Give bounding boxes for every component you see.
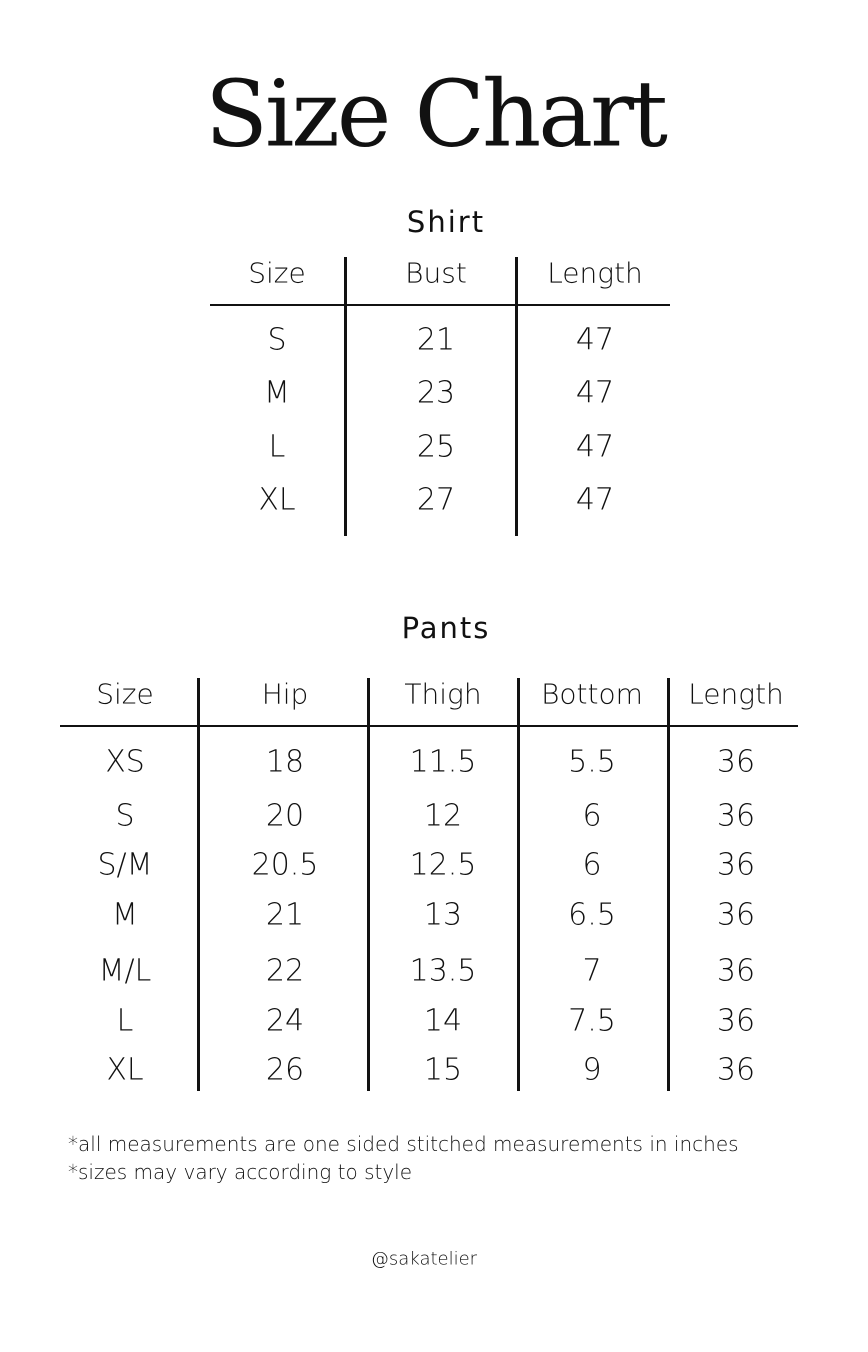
pants-header-hip: Hip	[261, 677, 309, 711]
pants-cell-hip: 22	[265, 953, 305, 989]
pants-cell-length: 36	[716, 897, 756, 933]
pants-cell-length: 36	[716, 744, 756, 780]
shirt-cell-size: L	[268, 429, 286, 465]
shirt-cell-length: 47	[575, 322, 615, 358]
shirt-column-divider	[515, 257, 518, 536]
pants-column-divider	[517, 678, 520, 1091]
pants-cell-size: M	[112, 897, 138, 933]
pants-cell-bottom: 6.5	[568, 897, 616, 933]
pants-column-divider	[667, 678, 670, 1091]
pants-cell-size: XL	[106, 1052, 144, 1088]
pants-cell-hip: 20	[265, 798, 305, 834]
pants-column-divider	[367, 678, 370, 1091]
pants-cell-thigh: 15	[423, 1052, 463, 1088]
pants-header-length: Length	[688, 677, 784, 711]
shirt-cell-length: 47	[575, 429, 615, 465]
pants-cell-length: 36	[716, 953, 756, 989]
pants-header-bottom: Bottom	[541, 677, 643, 711]
pants-cell-hip: 24	[265, 1003, 305, 1039]
shirt-cell-bust: 25	[416, 429, 456, 465]
pants-cell-size: L	[116, 1003, 134, 1039]
pants-cell-length: 36	[716, 1052, 756, 1088]
pants-cell-hip: 26	[265, 1052, 305, 1088]
pants-cell-thigh: 12.5	[409, 847, 477, 883]
shirt-cell-bust: 27	[416, 482, 456, 518]
pants-cell-thigh: 11.5	[409, 744, 477, 780]
shirt-header-bust: Bust	[405, 256, 467, 290]
shirt-cell-length: 47	[575, 482, 615, 518]
pants-cell-hip: 18	[265, 744, 305, 780]
pants-cell-bottom: 5.5	[568, 744, 616, 780]
pants-section-title: Pants	[401, 611, 491, 645]
pants-cell-thigh: 13	[423, 897, 463, 933]
pants-cell-size: XS	[105, 744, 145, 780]
pants-cell-size: S/M	[97, 847, 153, 883]
size-variation-note: *sizes may vary according to style	[68, 1160, 413, 1184]
pants-header-size: Size	[96, 677, 154, 711]
pants-cell-thigh: 12	[423, 798, 463, 834]
page-title: Size Chart	[204, 60, 668, 168]
shirt-cell-size: S	[267, 322, 287, 358]
pants-cell-thigh: 14	[423, 1003, 463, 1039]
shirt-cell-size: M	[264, 375, 290, 411]
shirt-header-length: Length	[547, 256, 643, 290]
shirt-header-divider	[210, 304, 670, 306]
shirt-cell-size: XL	[258, 482, 296, 518]
shirt-column-divider	[344, 257, 347, 536]
pants-cell-hip: 20.5	[251, 847, 319, 883]
pants-cell-length: 36	[716, 1003, 756, 1039]
social-handle: @sakatelier	[370, 1248, 478, 1270]
pants-column-divider	[197, 678, 200, 1091]
pants-cell-size: M/L	[98, 953, 152, 989]
pants-cell-bottom: 7.5	[568, 1003, 616, 1039]
pants-cell-bottom: 9	[582, 1052, 602, 1088]
shirt-header-size: Size	[248, 256, 306, 290]
pants-cell-length: 36	[716, 798, 756, 834]
measurement-note: *all measurements are one sided stitched…	[68, 1132, 739, 1156]
pants-cell-length: 36	[716, 847, 756, 883]
shirt-cell-length: 47	[575, 375, 615, 411]
shirt-section-title: Shirt	[406, 205, 486, 239]
shirt-cell-bust: 23	[416, 375, 456, 411]
pants-cell-hip: 21	[265, 897, 305, 933]
pants-cell-thigh: 13.5	[409, 953, 477, 989]
pants-cell-bottom: 6	[582, 798, 602, 834]
pants-cell-size: S	[115, 798, 135, 834]
pants-cell-bottom: 7	[582, 953, 602, 989]
pants-cell-bottom: 6	[582, 847, 602, 883]
shirt-cell-bust: 21	[416, 322, 456, 358]
pants-header-divider	[60, 725, 798, 727]
pants-header-thigh: Thigh	[404, 677, 482, 711]
